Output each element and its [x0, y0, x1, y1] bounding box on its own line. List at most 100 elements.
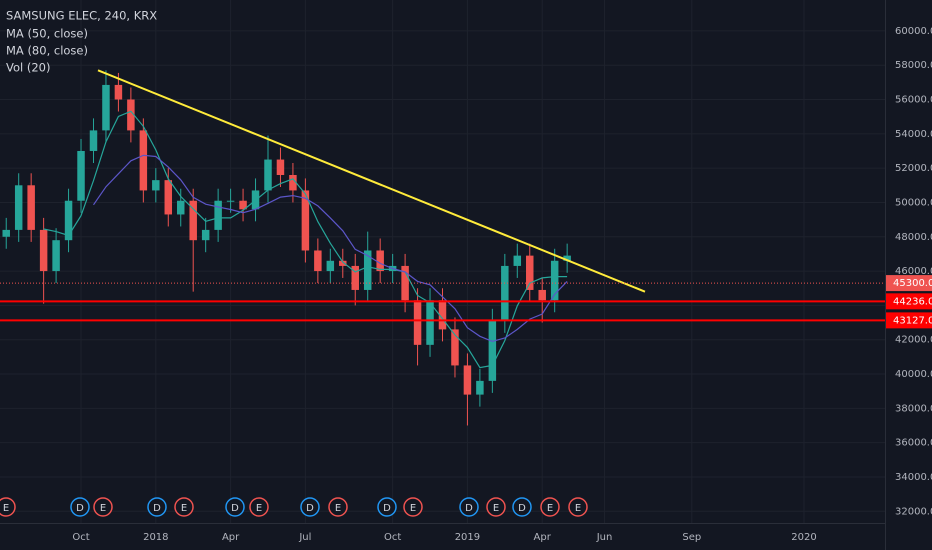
- level-label: 45300.0: [893, 278, 932, 289]
- candle-body: [314, 250, 322, 272]
- candle-body: [426, 300, 434, 345]
- y-tick-label: 52000.0: [895, 163, 932, 174]
- trendline: [97, 69, 646, 293]
- event-marker: [486, 497, 506, 517]
- y-tick-label: 50000.0: [895, 197, 932, 208]
- candle-body: [476, 380, 484, 395]
- event-label: E: [335, 503, 341, 514]
- candle-body: [89, 130, 98, 151]
- candle-body: [351, 265, 359, 290]
- candle-body: [64, 200, 73, 241]
- candle-body: [563, 255, 571, 261]
- x-tick-label: Jun: [596, 532, 613, 543]
- candle-body: [27, 185, 35, 230]
- candle-body: [152, 180, 160, 191]
- candle-body: [301, 190, 310, 251]
- event-marker: [147, 497, 167, 517]
- candle-body: [526, 255, 534, 290]
- y-tick-label: 38000.0: [895, 403, 932, 414]
- event-label: E: [100, 503, 106, 514]
- candle-body: [127, 99, 135, 131]
- candle-body: [39, 229, 48, 272]
- x-tick-label: Apr: [534, 532, 552, 543]
- candle-body: [226, 200, 235, 202]
- event-label: E: [3, 503, 9, 514]
- candle-body: [177, 200, 185, 215]
- candle-body: [276, 159, 285, 175]
- y-tick-label: 42000.0: [895, 335, 932, 346]
- candle-body: [114, 84, 123, 100]
- candle-body: [376, 250, 384, 272]
- candle-body: [363, 250, 372, 290]
- y-tick-label: 60000.0: [895, 26, 932, 37]
- event-label: E: [575, 503, 581, 514]
- candle-body: [189, 200, 197, 241]
- candle-body: [501, 265, 509, 321]
- x-tick-label: Jul: [298, 532, 311, 543]
- event-marker: [540, 497, 560, 517]
- y-tick-label: 56000.0: [895, 95, 932, 106]
- event-label: D: [465, 503, 473, 514]
- candle-body: [14, 185, 23, 230]
- event-marker: [568, 497, 588, 517]
- event-label: D: [518, 503, 526, 514]
- candle-body: [550, 260, 559, 301]
- event-label: D: [153, 503, 161, 514]
- y-tick-label: 54000.0: [895, 129, 932, 140]
- event-label: D: [383, 503, 391, 514]
- x-tick-label: Apr: [222, 532, 240, 543]
- ma-line: [93, 154, 568, 343]
- event-marker: [93, 497, 113, 517]
- event-marker: [174, 497, 194, 517]
- event-marker: [403, 497, 423, 517]
- event-label: E: [410, 503, 416, 514]
- level-label-box: [886, 275, 932, 292]
- candle-body: [289, 174, 297, 191]
- event-marker: [225, 497, 245, 517]
- candle-body: [77, 150, 85, 201]
- level-label: 43127.0: [893, 315, 932, 326]
- event-label: E: [493, 503, 499, 514]
- level-label: 44236.0: [893, 296, 932, 307]
- event-label: E: [256, 503, 262, 514]
- level-label-box: [886, 312, 932, 329]
- y-tick-label: 48000.0: [895, 232, 932, 243]
- y-tick-label: 34000.0: [895, 472, 932, 483]
- candle-body: [488, 320, 497, 381]
- candle-body: [326, 260, 335, 272]
- event-marker: [300, 497, 320, 517]
- x-tick-label: 2018: [143, 532, 168, 543]
- chart-title: SAMSUNG ELEC, 240, KRX: [6, 9, 157, 23]
- candle-body: [102, 84, 110, 131]
- event-label: E: [547, 503, 553, 514]
- candle-body: [52, 240, 60, 272]
- event-label: D: [76, 503, 84, 514]
- event-marker: [512, 497, 532, 517]
- x-tick-label: Sep: [682, 532, 701, 543]
- event-marker: [249, 497, 269, 517]
- indicator-label: Vol (20): [6, 61, 50, 75]
- candle-body: [2, 229, 10, 237]
- candle-body: [463, 365, 472, 395]
- event-label: E: [181, 503, 187, 514]
- event-marker: [459, 497, 479, 517]
- event-marker: [328, 497, 348, 517]
- candle-body: [339, 260, 347, 266]
- plot: [2, 69, 646, 426]
- ma-line: [43, 110, 568, 369]
- candle-body: [513, 255, 522, 266]
- event-marker: [377, 497, 397, 517]
- level-label-box: [886, 293, 932, 310]
- candle-body: [239, 200, 247, 210]
- y-tick-label: 46000.0: [895, 266, 932, 277]
- y-tick-label: 36000.0: [895, 438, 932, 449]
- candle-body: [451, 329, 459, 366]
- candle-body: [214, 200, 222, 230]
- x-tick-label: 2019: [455, 532, 480, 543]
- x-tick-label: 2020: [791, 532, 816, 543]
- candle-body: [139, 130, 148, 191]
- x-tick-label: Oct: [384, 532, 401, 543]
- indicator-label: MA (80, close): [6, 44, 88, 58]
